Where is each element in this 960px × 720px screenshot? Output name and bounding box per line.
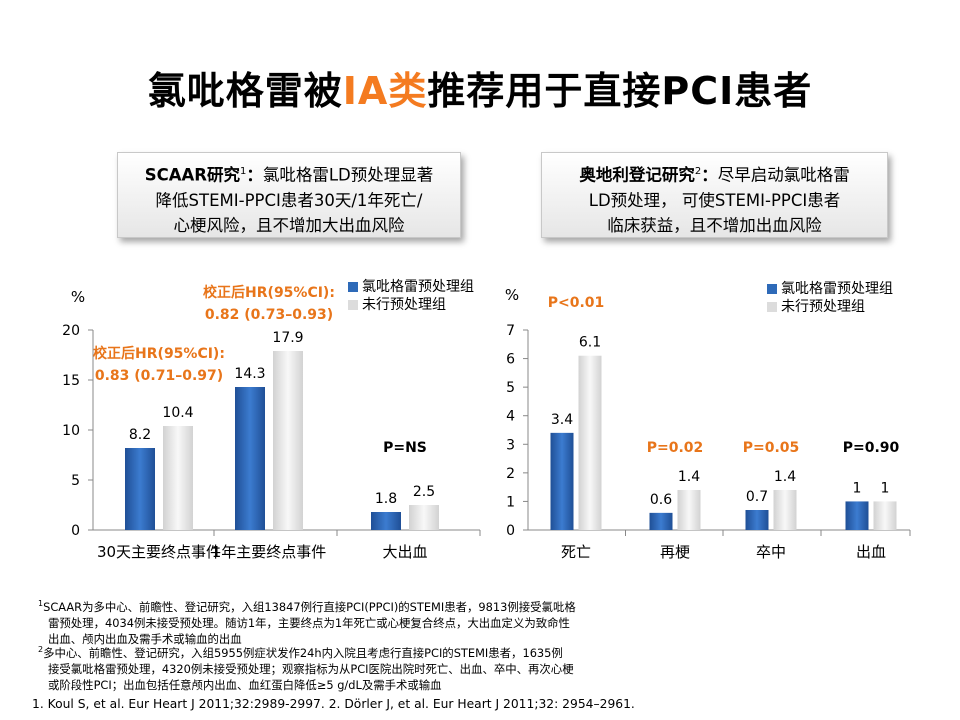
data-label: 1.4 — [678, 469, 700, 485]
data-label: 1.4 — [774, 469, 796, 485]
bar-series2 — [578, 355, 602, 530]
x-category-label: 30天主要终点事件 — [97, 543, 221, 561]
summary-box-austria: 奥地利登记研究2：尽早启动氯吡格雷 LD预处理， 可使STEMI-PPCI患者 … — [541, 152, 888, 238]
data-label: 0.6 — [650, 492, 672, 508]
y-tick-label: 20 — [62, 323, 80, 339]
legend-right: 氯吡格雷预处理组 未行预处理组 — [767, 280, 893, 316]
data-label: 14.3 — [234, 366, 265, 382]
annotation-line1: P=0.05 — [743, 440, 800, 456]
legend-swatch-series2 — [767, 302, 777, 312]
summary-box-scaar: SCAAR研究1：氯吡格雷LD预处理显著 降低STEMI-PPCI患者30天/1… — [117, 152, 461, 238]
y-axis-label: % — [71, 288, 85, 306]
y-tick-label: 3 — [506, 437, 515, 453]
y-tick-label: 10 — [62, 423, 80, 439]
data-label: 6.1 — [579, 335, 601, 351]
annotation-line1: P<0.01 — [548, 295, 605, 311]
y-tick-label: 1 — [506, 494, 515, 510]
bar-series1 — [125, 448, 155, 530]
bar-series1 — [745, 510, 769, 530]
bar-series1 — [845, 501, 869, 530]
x-category-label: 再梗 — [660, 543, 690, 561]
data-label: 8.2 — [129, 427, 151, 443]
y-tick-label: 6 — [506, 352, 515, 368]
bar-series2 — [773, 490, 797, 530]
bar-series1 — [235, 387, 265, 530]
y-tick-label: 15 — [62, 373, 80, 389]
bar-series2 — [873, 501, 897, 530]
bar-series1 — [550, 432, 574, 530]
bar-series1 — [371, 512, 401, 530]
data-label: 10.4 — [162, 405, 193, 421]
y-tick-label: 0 — [506, 523, 515, 539]
legend-swatch-series1 — [767, 284, 777, 294]
x-category-label: 大出血 — [382, 543, 427, 561]
data-label: 2.5 — [413, 484, 435, 500]
x-category-label: 死亡 — [561, 543, 591, 561]
annotation-line2: 0.83 (0.71–0.97) — [95, 368, 223, 384]
x-category-label: 出血 — [856, 543, 886, 561]
page-title: 氯吡格雷被IA类推荐用于直接PCI患者 — [147, 69, 813, 113]
x-category-label: 卒中 — [756, 543, 786, 561]
y-tick-label: 4 — [506, 409, 515, 425]
y-tick-label: 5 — [506, 380, 515, 396]
annotation-line1: P=0.02 — [647, 440, 704, 456]
annotation-line1: P=NS — [383, 440, 427, 456]
data-label: 17.9 — [272, 330, 303, 346]
footnote-1: 1SCAAR为多中心、前瞻性、登记研究，入组13847例行直接PCI(PPCI)… — [38, 599, 576, 646]
title-highlight: IA类 — [342, 69, 428, 113]
bar-series2 — [677, 490, 701, 530]
legend-left: 氯吡格雷预处理组 未行预处理组 — [348, 278, 474, 314]
y-tick-label: 0 — [71, 523, 80, 539]
bar-series2 — [409, 505, 439, 530]
footnote-2: 2多中心、前瞻性、登记研究，入组5955例症状发作24h内入院且考虑行直接PCI… — [38, 645, 574, 692]
y-tick-label: 7 — [506, 323, 515, 339]
bar-series2 — [273, 351, 303, 530]
legend-swatch-series1 — [348, 282, 358, 292]
y-axis-label: % — [505, 286, 519, 304]
data-label: 1 — [881, 480, 890, 496]
y-tick-label: 2 — [506, 466, 515, 482]
data-label: 0.7 — [746, 489, 768, 505]
data-label: 1 — [853, 480, 862, 496]
bar-series1 — [649, 512, 673, 530]
annotation-line2: 0.82 (0.73–0.93) — [205, 307, 333, 323]
data-label: 1.8 — [375, 491, 397, 507]
annotation-line1: 校正后HR(95%CI): — [203, 284, 335, 301]
references: 1. Koul S, et al. Eur Heart J 2011;32:29… — [32, 697, 635, 711]
legend-swatch-series2 — [348, 300, 358, 310]
y-tick-label: 5 — [71, 473, 80, 489]
data-label: 3.4 — [551, 412, 573, 428]
annotation-line1: 校正后HR(95%CI): — [93, 345, 225, 362]
bar-series2 — [163, 426, 193, 530]
x-category-label: 1年主要终点事件 — [212, 543, 327, 561]
annotation-line1: P=0.90 — [843, 440, 900, 456]
